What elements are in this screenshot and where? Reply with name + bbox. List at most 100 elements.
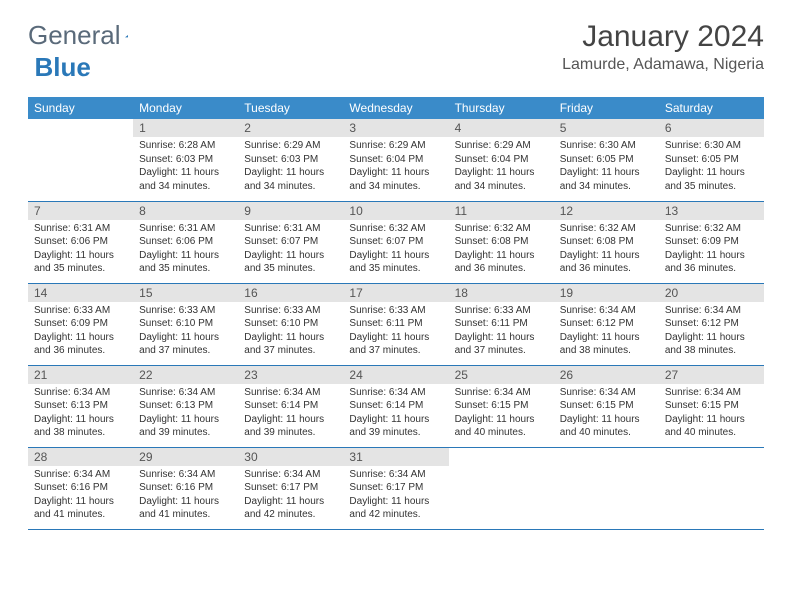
day-body: Sunrise: 6:34 AMSunset: 6:13 PMDaylight:… bbox=[28, 384, 133, 442]
calendar-cell: 15Sunrise: 6:33 AMSunset: 6:10 PMDayligh… bbox=[133, 283, 238, 365]
day-number: 31 bbox=[343, 448, 448, 466]
weekday-header: Tuesday bbox=[238, 97, 343, 119]
day-number: 15 bbox=[133, 284, 238, 302]
day-body: Sunrise: 6:34 AMSunset: 6:15 PMDaylight:… bbox=[554, 384, 659, 442]
calendar-cell: 16Sunrise: 6:33 AMSunset: 6:10 PMDayligh… bbox=[238, 283, 343, 365]
day-body: Sunrise: 6:34 AMSunset: 6:12 PMDaylight:… bbox=[554, 302, 659, 360]
day-body: Sunrise: 6:33 AMSunset: 6:11 PMDaylight:… bbox=[343, 302, 448, 360]
calendar-cell: 2Sunrise: 6:29 AMSunset: 6:03 PMDaylight… bbox=[238, 119, 343, 201]
day-number: 3 bbox=[343, 119, 448, 137]
calendar-cell: . bbox=[659, 447, 764, 529]
calendar-cell: 25Sunrise: 6:34 AMSunset: 6:15 PMDayligh… bbox=[449, 365, 554, 447]
day-body: Sunrise: 6:34 AMSunset: 6:14 PMDaylight:… bbox=[238, 384, 343, 442]
calendar-cell: 21Sunrise: 6:34 AMSunset: 6:13 PMDayligh… bbox=[28, 365, 133, 447]
day-number: 28 bbox=[28, 448, 133, 466]
calendar-cell: 10Sunrise: 6:32 AMSunset: 6:07 PMDayligh… bbox=[343, 201, 448, 283]
calendar-cell: 3Sunrise: 6:29 AMSunset: 6:04 PMDaylight… bbox=[343, 119, 448, 201]
calendar-cell: 27Sunrise: 6:34 AMSunset: 6:15 PMDayligh… bbox=[659, 365, 764, 447]
day-number: 25 bbox=[449, 366, 554, 384]
day-number: 26 bbox=[554, 366, 659, 384]
calendar-cell: 9Sunrise: 6:31 AMSunset: 6:07 PMDaylight… bbox=[238, 201, 343, 283]
calendar-cell: 29Sunrise: 6:34 AMSunset: 6:16 PMDayligh… bbox=[133, 447, 238, 529]
day-number: 5 bbox=[554, 119, 659, 137]
day-body: Sunrise: 6:34 AMSunset: 6:15 PMDaylight:… bbox=[449, 384, 554, 442]
logo: General bbox=[28, 20, 147, 51]
calendar-cell: 26Sunrise: 6:34 AMSunset: 6:15 PMDayligh… bbox=[554, 365, 659, 447]
weekday-header: Thursday bbox=[449, 97, 554, 119]
day-body: Sunrise: 6:34 AMSunset: 6:16 PMDaylight:… bbox=[28, 466, 133, 524]
calendar-cell: 17Sunrise: 6:33 AMSunset: 6:11 PMDayligh… bbox=[343, 283, 448, 365]
location-subtitle: Lamurde, Adamawa, Nigeria bbox=[562, 56, 764, 74]
day-number: 29 bbox=[133, 448, 238, 466]
day-number: 30 bbox=[238, 448, 343, 466]
day-body: Sunrise: 6:32 AMSunset: 6:08 PMDaylight:… bbox=[449, 220, 554, 278]
day-body: Sunrise: 6:33 AMSunset: 6:09 PMDaylight:… bbox=[28, 302, 133, 360]
calendar-cell: 20Sunrise: 6:34 AMSunset: 6:12 PMDayligh… bbox=[659, 283, 764, 365]
day-body: Sunrise: 6:32 AMSunset: 6:09 PMDaylight:… bbox=[659, 220, 764, 278]
day-number: 24 bbox=[343, 366, 448, 384]
day-body: Sunrise: 6:29 AMSunset: 6:04 PMDaylight:… bbox=[449, 137, 554, 195]
weekday-row: SundayMondayTuesdayWednesdayThursdayFrid… bbox=[28, 97, 764, 119]
logo-text-1: General bbox=[28, 20, 121, 51]
day-number: 10 bbox=[343, 202, 448, 220]
day-number: 16 bbox=[238, 284, 343, 302]
day-number: 22 bbox=[133, 366, 238, 384]
calendar-cell: 11Sunrise: 6:32 AMSunset: 6:08 PMDayligh… bbox=[449, 201, 554, 283]
weekday-header: Saturday bbox=[659, 97, 764, 119]
day-number: 7 bbox=[28, 202, 133, 220]
day-body: Sunrise: 6:28 AMSunset: 6:03 PMDaylight:… bbox=[133, 137, 238, 195]
day-body: Sunrise: 6:32 AMSunset: 6:07 PMDaylight:… bbox=[343, 220, 448, 278]
day-body: Sunrise: 6:34 AMSunset: 6:15 PMDaylight:… bbox=[659, 384, 764, 442]
calendar-cell: 13Sunrise: 6:32 AMSunset: 6:09 PMDayligh… bbox=[659, 201, 764, 283]
calendar-cell: 22Sunrise: 6:34 AMSunset: 6:13 PMDayligh… bbox=[133, 365, 238, 447]
day-body: Sunrise: 6:30 AMSunset: 6:05 PMDaylight:… bbox=[554, 137, 659, 195]
day-number: 23 bbox=[238, 366, 343, 384]
calendar-cell: 1Sunrise: 6:28 AMSunset: 6:03 PMDaylight… bbox=[133, 119, 238, 201]
calendar-cell: 23Sunrise: 6:34 AMSunset: 6:14 PMDayligh… bbox=[238, 365, 343, 447]
calendar-cell: 14Sunrise: 6:33 AMSunset: 6:09 PMDayligh… bbox=[28, 283, 133, 365]
day-number: 9 bbox=[238, 202, 343, 220]
calendar-cell: 5Sunrise: 6:30 AMSunset: 6:05 PMDaylight… bbox=[554, 119, 659, 201]
day-body: Sunrise: 6:33 AMSunset: 6:11 PMDaylight:… bbox=[449, 302, 554, 360]
day-body: Sunrise: 6:34 AMSunset: 6:14 PMDaylight:… bbox=[343, 384, 448, 442]
calendar-row: .1Sunrise: 6:28 AMSunset: 6:03 PMDayligh… bbox=[28, 119, 764, 201]
calendar-body: .1Sunrise: 6:28 AMSunset: 6:03 PMDayligh… bbox=[28, 119, 764, 529]
day-body: Sunrise: 6:31 AMSunset: 6:06 PMDaylight:… bbox=[133, 220, 238, 278]
day-number: 8 bbox=[133, 202, 238, 220]
day-number: 20 bbox=[659, 284, 764, 302]
logo-text-2: Blue bbox=[35, 52, 91, 83]
calendar-cell: . bbox=[554, 447, 659, 529]
calendar-cell: 4Sunrise: 6:29 AMSunset: 6:04 PMDaylight… bbox=[449, 119, 554, 201]
calendar-row: 7Sunrise: 6:31 AMSunset: 6:06 PMDaylight… bbox=[28, 201, 764, 283]
calendar-cell: 31Sunrise: 6:34 AMSunset: 6:17 PMDayligh… bbox=[343, 447, 448, 529]
day-body: Sunrise: 6:34 AMSunset: 6:17 PMDaylight:… bbox=[343, 466, 448, 524]
calendar-cell: 18Sunrise: 6:33 AMSunset: 6:11 PMDayligh… bbox=[449, 283, 554, 365]
day-number: 27 bbox=[659, 366, 764, 384]
calendar-cell: 12Sunrise: 6:32 AMSunset: 6:08 PMDayligh… bbox=[554, 201, 659, 283]
logo-triangle-icon bbox=[125, 27, 128, 45]
day-body: Sunrise: 6:34 AMSunset: 6:17 PMDaylight:… bbox=[238, 466, 343, 524]
day-body: Sunrise: 6:34 AMSunset: 6:16 PMDaylight:… bbox=[133, 466, 238, 524]
calendar-cell: . bbox=[28, 119, 133, 201]
weekday-header: Monday bbox=[133, 97, 238, 119]
day-number: 6 bbox=[659, 119, 764, 137]
day-number: 12 bbox=[554, 202, 659, 220]
day-number: 13 bbox=[659, 202, 764, 220]
day-body: Sunrise: 6:29 AMSunset: 6:03 PMDaylight:… bbox=[238, 137, 343, 195]
weekday-header: Sunday bbox=[28, 97, 133, 119]
calendar-row: 21Sunrise: 6:34 AMSunset: 6:13 PMDayligh… bbox=[28, 365, 764, 447]
day-body: Sunrise: 6:33 AMSunset: 6:10 PMDaylight:… bbox=[238, 302, 343, 360]
calendar-cell: 24Sunrise: 6:34 AMSunset: 6:14 PMDayligh… bbox=[343, 365, 448, 447]
calendar-cell: 30Sunrise: 6:34 AMSunset: 6:17 PMDayligh… bbox=[238, 447, 343, 529]
day-number: 21 bbox=[28, 366, 133, 384]
calendar-cell: . bbox=[449, 447, 554, 529]
day-body: Sunrise: 6:31 AMSunset: 6:07 PMDaylight:… bbox=[238, 220, 343, 278]
day-number: 17 bbox=[343, 284, 448, 302]
day-body: Sunrise: 6:33 AMSunset: 6:10 PMDaylight:… bbox=[133, 302, 238, 360]
calendar-head: SundayMondayTuesdayWednesdayThursdayFrid… bbox=[28, 97, 764, 119]
month-title: January 2024 bbox=[562, 20, 764, 54]
day-body: Sunrise: 6:32 AMSunset: 6:08 PMDaylight:… bbox=[554, 220, 659, 278]
weekday-header: Wednesday bbox=[343, 97, 448, 119]
day-body: Sunrise: 6:30 AMSunset: 6:05 PMDaylight:… bbox=[659, 137, 764, 195]
weekday-header: Friday bbox=[554, 97, 659, 119]
